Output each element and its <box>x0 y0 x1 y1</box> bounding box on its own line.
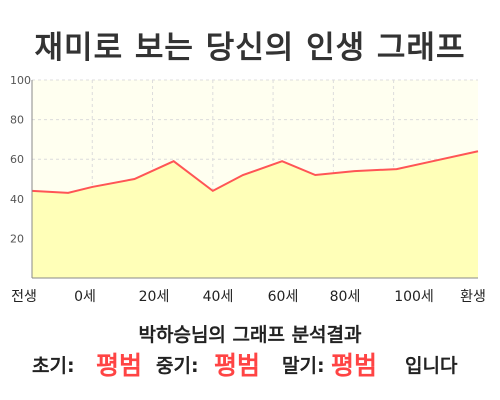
x-tick-label: 60세 <box>268 289 299 305</box>
x-tick-label: 80세 <box>330 289 361 305</box>
area-fill <box>32 151 478 278</box>
life-chart: 20 40 60 80 100 전생 0세 20세 40세 60세 80세 100세 환생 <box>10 74 486 305</box>
y-tick-label: 20 <box>10 232 24 245</box>
mid-value: 평범 <box>214 351 261 380</box>
page-title: 재미로 보는 당신의 인생 그래프 <box>34 30 466 66</box>
result-line: 초기: 평범 중기: 평범 말기: 평범 입니다 <box>0 347 500 387</box>
series-line <box>31 150 479 194</box>
early-value: 평범 <box>96 351 143 380</box>
y-tick-label: 100 <box>10 74 31 87</box>
y-tick-label: 80 <box>10 114 24 127</box>
early-label: 초기: <box>32 355 75 377</box>
y-tick-label: 40 <box>10 193 24 206</box>
ending-text: 입니다 <box>405 355 458 377</box>
x-tick-label: 0세 <box>74 289 96 305</box>
late-value: 평범 <box>331 351 378 380</box>
mid-label: 중기: <box>156 355 199 377</box>
x-tick-label: 전생 <box>11 289 37 305</box>
x-tick-label: 20세 <box>139 289 170 305</box>
analysis-subtitle: 박하승님의 그래프 분석결과 <box>138 324 362 346</box>
y-tick-label: 60 <box>10 153 24 166</box>
x-tick-label: 40세 <box>203 289 234 305</box>
late-label: 말기: <box>282 355 325 377</box>
x-tick-label: 환생 <box>460 289 486 305</box>
x-tick-label: 100세 <box>394 289 434 305</box>
